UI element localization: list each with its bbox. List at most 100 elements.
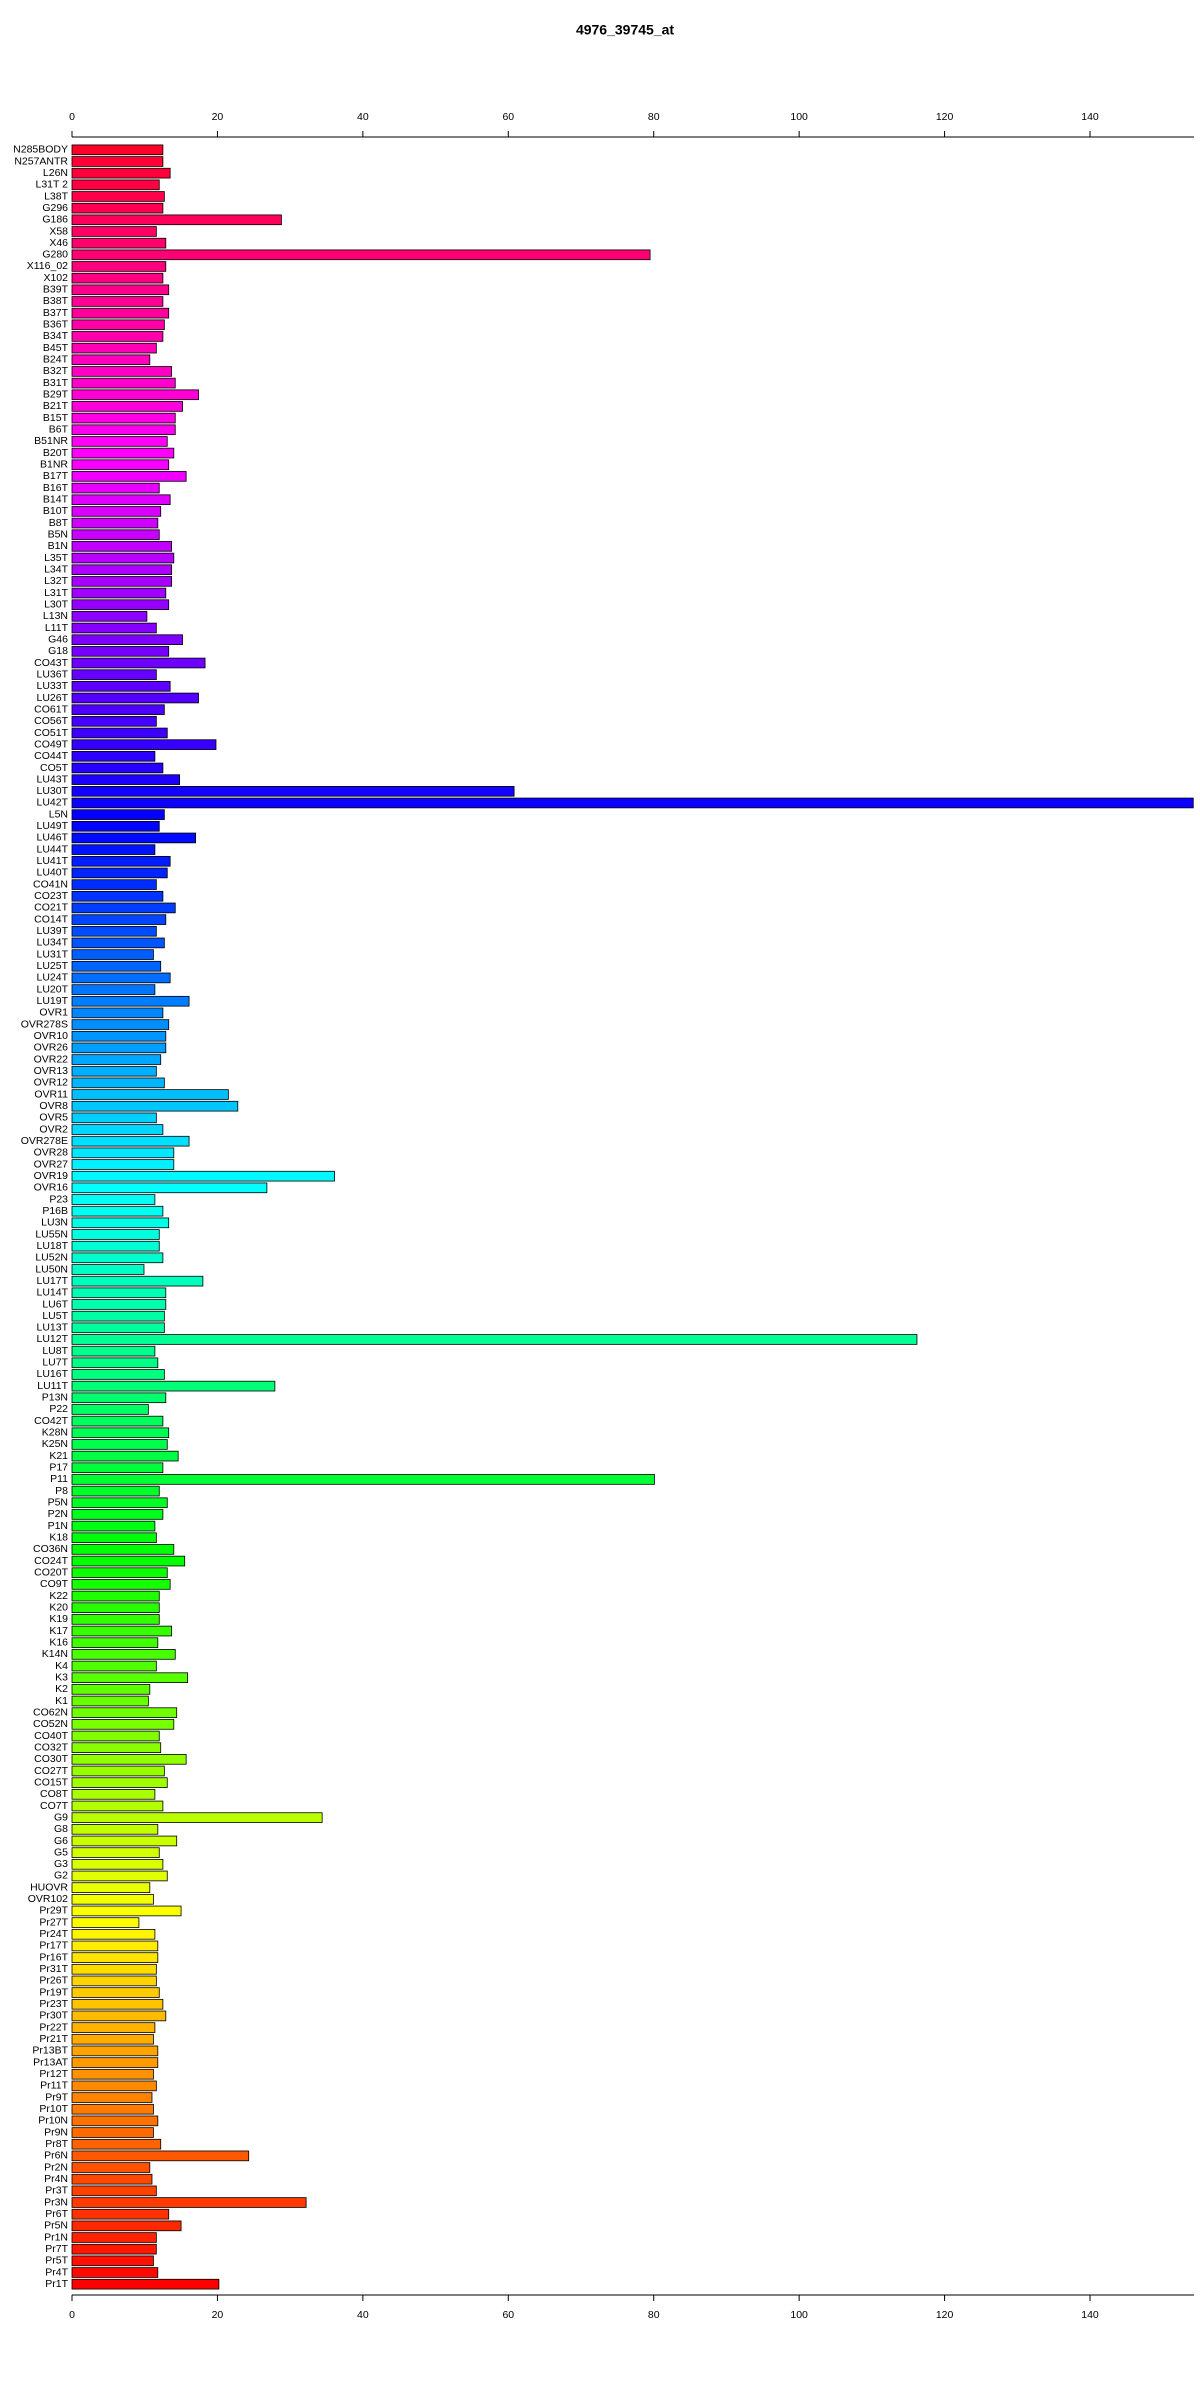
y-tick-label: LU20T xyxy=(36,983,68,995)
y-tick-label: Pr11T xyxy=(40,2080,68,2092)
y-tick-label: K19 xyxy=(49,1613,68,1625)
y-tick-label: CO27T xyxy=(34,1765,68,1777)
y-tick-label: CO5T xyxy=(40,762,69,774)
y-tick-label: G186 xyxy=(42,214,68,226)
bar xyxy=(71,2103,154,2115)
y-tick-label: B10T xyxy=(43,505,69,517)
bar xyxy=(71,2173,153,2185)
y-tick-label: K17 xyxy=(49,1625,68,1637)
y-tick-label: CO24T xyxy=(34,1555,68,1567)
bar xyxy=(71,2267,159,2278)
y-tick-label: CO44T xyxy=(34,750,68,762)
bar xyxy=(71,1135,190,1147)
bar xyxy=(71,1777,168,1788)
bar xyxy=(71,1928,156,1940)
bar xyxy=(71,459,170,471)
bar xyxy=(71,2232,157,2243)
x-tick-label: 80 xyxy=(648,111,660,123)
y-tick-label: B16T xyxy=(43,482,69,494)
bar xyxy=(71,844,156,855)
bar xyxy=(71,1205,164,1217)
y-tick-label: Pr6T xyxy=(45,2208,68,2220)
bar xyxy=(71,949,154,960)
y-tick-label: CO30T xyxy=(34,1753,68,1765)
y-tick-label: LU34T xyxy=(36,937,68,949)
y-tick-label: P1N xyxy=(48,1520,68,1532)
bar xyxy=(71,1264,145,1275)
y-tick-label: B20T xyxy=(43,447,69,459)
bar xyxy=(71,867,168,879)
y-tick-label: Pr10T xyxy=(39,2103,68,2115)
bar xyxy=(71,1170,335,1182)
y-tick-label: LU7T xyxy=(42,1357,68,1369)
bar xyxy=(71,2220,182,2232)
y-tick-label: L13N xyxy=(43,610,68,622)
y-tick-label: LU40T xyxy=(36,867,68,879)
y-tick-label: B31T xyxy=(43,377,69,389)
y-tick-label: Pr1T xyxy=(45,2278,68,2290)
x-tick-label: 40 xyxy=(357,2309,369,2321)
bar xyxy=(71,727,168,739)
bar xyxy=(71,762,164,774)
bar xyxy=(71,1567,168,1579)
bar xyxy=(71,1987,160,1998)
y-tick-label: LU36T xyxy=(36,668,68,680)
y-tick-label: LU46T xyxy=(36,832,68,844)
y-tick-label: G46 xyxy=(48,633,68,645)
bar xyxy=(71,2057,159,2068)
y-tick-label: LU6T xyxy=(42,1298,68,1310)
bar xyxy=(71,622,157,634)
y-tick-label: B21T xyxy=(43,400,69,412)
bar xyxy=(71,2045,159,2057)
y-tick-label: X116_02 xyxy=(27,260,68,272)
bar xyxy=(71,1625,173,1637)
bar xyxy=(71,191,165,202)
bar xyxy=(71,1789,156,1800)
bar xyxy=(71,2033,154,2045)
y-tick-label: OVR27 xyxy=(34,1158,69,1170)
bar xyxy=(71,1124,164,1135)
y-tick-label: LU55N xyxy=(35,1228,68,1240)
bar xyxy=(71,984,156,995)
bar xyxy=(71,342,157,354)
y-tick-label: P5N xyxy=(48,1497,68,1509)
x-tick-label: 0 xyxy=(69,111,75,123)
bar xyxy=(71,855,171,867)
y-tick-label: N257ANTR xyxy=(14,155,68,167)
y-tick-label: G8 xyxy=(54,1823,68,1835)
bar xyxy=(71,820,160,832)
y-tick-label: B1N xyxy=(48,540,68,552)
y-tick-label: OVR8 xyxy=(39,1100,68,1112)
bar xyxy=(71,1147,175,1159)
bar xyxy=(71,144,164,156)
y-tick-label: CO52N xyxy=(33,1718,68,1730)
x-tick-label: 40 xyxy=(357,111,369,123)
y-tick-label: CO56T xyxy=(34,715,68,727)
y-tick-label: Pr16T xyxy=(39,1951,68,1963)
bar xyxy=(71,226,157,237)
y-tick-label: P8 xyxy=(55,1485,68,1497)
bar xyxy=(71,960,162,972)
bar xyxy=(71,1159,175,1170)
y-tick-label: LU13T xyxy=(36,1322,68,1334)
bar xyxy=(71,366,173,377)
y-tick-label: Pr1N xyxy=(44,2231,68,2243)
y-tick-label: K21 xyxy=(49,1450,68,1462)
bar xyxy=(71,436,168,447)
bar xyxy=(71,739,217,750)
bar xyxy=(71,389,199,401)
bar xyxy=(71,1007,164,1019)
y-tick-label: CO49T xyxy=(34,738,68,750)
bar xyxy=(71,482,160,494)
y-tick-label: B6T xyxy=(49,424,69,436)
x-tick-label: 140 xyxy=(1081,2309,1099,2321)
y-tick-label: LU26T xyxy=(36,692,68,704)
bar xyxy=(71,2150,250,2162)
y-tick-label: K20 xyxy=(49,1601,68,1613)
bar xyxy=(71,2010,167,2022)
bar xyxy=(71,1614,160,1625)
bar xyxy=(71,1322,165,1334)
bar xyxy=(71,1637,159,1648)
bar xyxy=(71,2243,157,2255)
x-tick-label: 120 xyxy=(936,111,954,123)
